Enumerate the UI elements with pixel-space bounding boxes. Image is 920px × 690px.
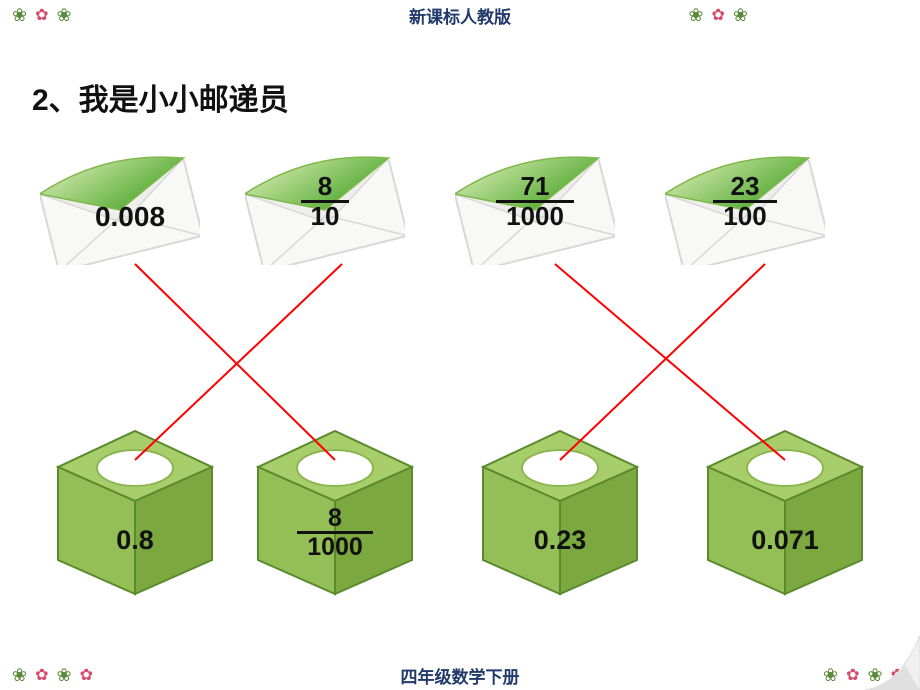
header-deco-left: ❀✿❀ [10,2,74,28]
mailbox[interactable]: 0.071 [700,425,870,600]
header-title: 新课标人教版 [409,3,511,28]
question-title: 2、我是小小邮递员 [32,75,289,119]
footer-deco-left: ❀✿❀✿ [10,662,99,688]
envelope-fraction: 711000 [455,173,615,231]
header-bar: ❀✿❀ 新课标人教版 ❀✿❀ [0,0,920,30]
mailbox[interactable]: 81000 [250,425,420,600]
footer-bar: ❀✿❀✿ 四年级数学下册 ❀✿❀✿ [0,660,920,690]
envelope[interactable]: 0.008 [40,155,200,265]
mailbox[interactable]: 0.23 [475,425,645,600]
page-curl-icon [865,635,920,690]
box-fraction: 81000 [250,505,420,561]
envelope[interactable]: 23100 [665,155,825,265]
box-value: 0.8 [50,525,220,556]
envelope-fraction: 810 [245,173,405,231]
box-value: 0.071 [700,525,870,556]
footer-title: 四年级数学下册 [401,663,520,688]
envelope[interactable]: 711000 [455,155,615,265]
box-value: 0.23 [475,525,645,556]
header-deco-right: ❀✿❀ [686,2,750,28]
envelope-value: 0.008 [50,201,210,233]
mailbox[interactable]: 0.8 [50,425,220,600]
envelope-fraction: 23100 [665,173,825,231]
envelope[interactable]: 810 [245,155,405,265]
